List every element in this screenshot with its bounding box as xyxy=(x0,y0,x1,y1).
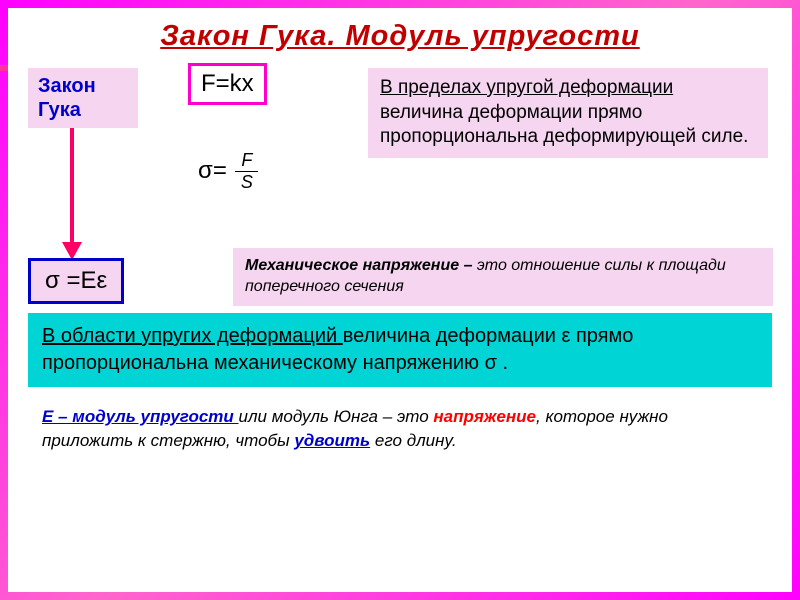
lower-section: В области упругих деформаций величина де… xyxy=(28,313,772,459)
youngs-double: удвоить xyxy=(294,431,370,450)
youngs-modulus-definition: Е – модуль упругости или модуль Юнга – э… xyxy=(28,399,772,459)
youngs-mid1: или модуль Юнга – это xyxy=(239,407,434,426)
youngs-end: его длину. xyxy=(370,431,456,450)
formula-fkx: F=kx xyxy=(188,63,267,105)
youngs-lead: Е – модуль упругости xyxy=(42,407,239,426)
elastic-definition: В пределах упругой деформации величина д… xyxy=(368,68,768,158)
elastic-region-statement: В области упругих деформаций величина де… xyxy=(28,313,772,387)
fraction-numerator: F xyxy=(235,150,258,172)
upper-section: Закон Гука F=kx σ= F S В пределах упруго… xyxy=(28,68,772,248)
mechanical-stress-definition: Механическое напряжение – это отношение … xyxy=(233,248,773,306)
hooke-law-label: Закон Гука xyxy=(28,68,138,128)
mech-def-lead: Механическое напряжение – xyxy=(245,257,477,274)
elastic-def-rest: величина деформации прямо пропорциональн… xyxy=(380,102,748,148)
hooke-label-line1: Закон xyxy=(38,75,96,97)
youngs-stress: напряжение xyxy=(433,407,536,426)
cyan-underline: В области упругих деформаций xyxy=(42,325,343,347)
fraction: F S xyxy=(235,150,259,193)
formula-sigma-e-epsilon: σ =Eε xyxy=(28,258,124,304)
slide-title: Закон Гука. Модуль упругости xyxy=(28,20,772,53)
elastic-def-underline: В пределах упругой деформации xyxy=(380,77,673,98)
hooke-label-line2: Гука xyxy=(38,99,81,121)
fraction-denominator: S xyxy=(235,172,259,193)
formula-sigma-fs: σ= F S xyxy=(188,143,288,199)
arrow-down-icon xyxy=(70,128,74,248)
sigma-equals: σ= xyxy=(198,157,227,185)
